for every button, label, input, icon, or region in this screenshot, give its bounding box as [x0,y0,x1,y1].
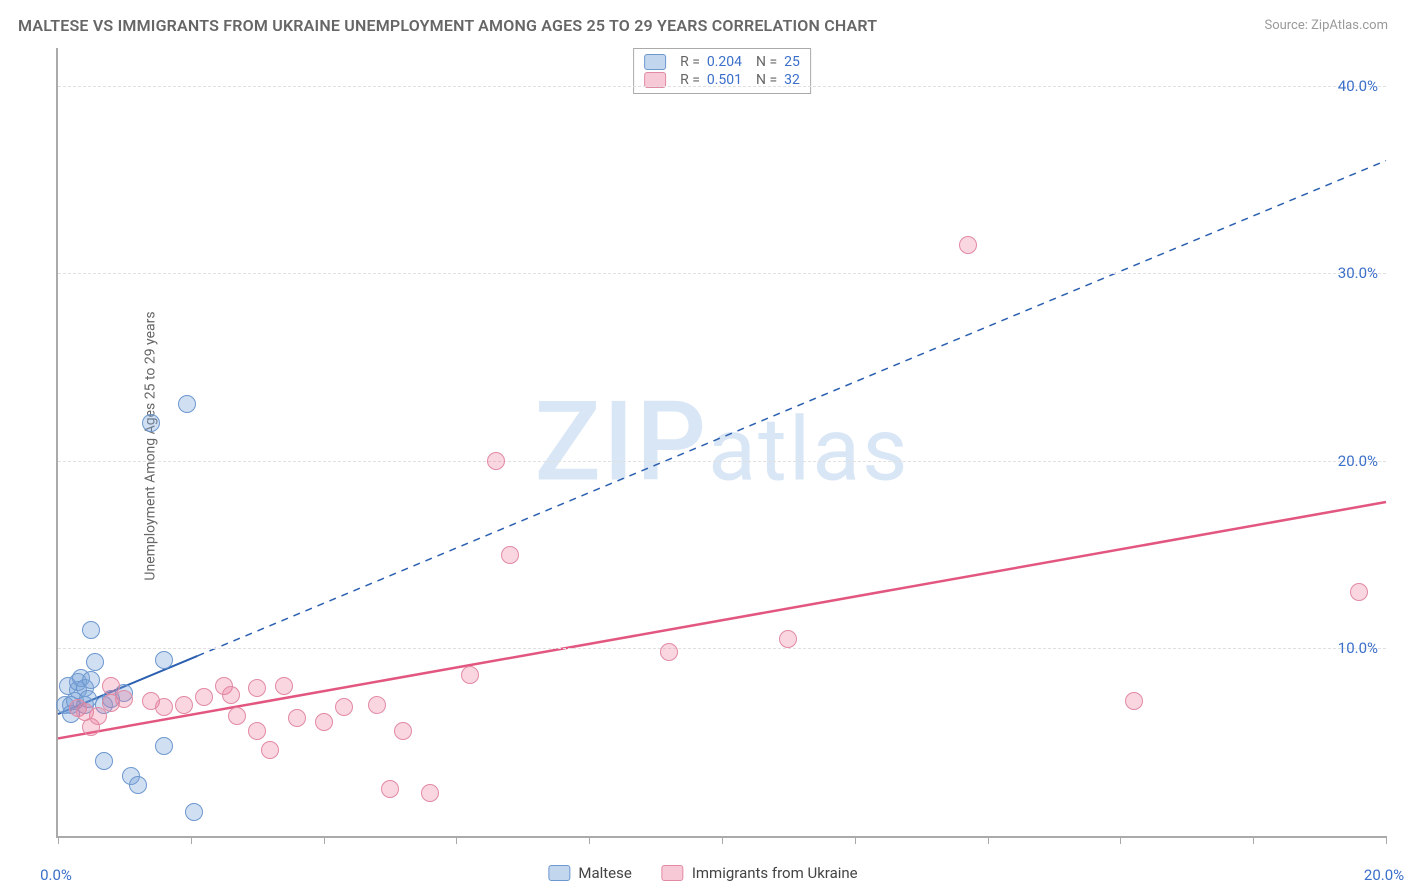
gridline [58,86,1386,87]
x-tick [855,836,856,844]
data-point [155,737,173,755]
data-point [461,666,479,684]
data-point [95,752,113,770]
x-tick [58,836,59,844]
data-point [1125,692,1143,710]
chart-title: MALTESE VS IMMIGRANTS FROM UKRAINE UNEMP… [18,16,877,35]
y-tick-label: 20.0% [1338,452,1378,470]
x-tick [1253,836,1254,844]
source-value: ZipAtlas.com [1311,18,1388,33]
data-point [129,776,147,794]
data-point [660,643,678,661]
data-point [195,688,213,706]
data-point [115,690,133,708]
legend-r-0: R = 0.204 [680,54,742,70]
data-point [288,709,306,727]
legend-stats: R = 0.204 N = 25 R = 0.501 N = 32 [633,48,811,94]
data-point [1350,583,1368,601]
x-tick [988,836,989,844]
x-tick [324,836,325,844]
data-point [248,722,266,740]
data-point [421,784,439,802]
x-tick [456,836,457,844]
x-tick [1120,836,1121,844]
trend-line-dashed [197,161,1386,656]
data-point [86,653,104,671]
legend-item-maltese: Maltese [548,864,631,882]
data-point [155,651,173,669]
data-point [335,698,353,716]
source-credit: Source: ZipAtlas.com [1264,18,1388,33]
trend-lines-layer [58,48,1386,836]
gridline [58,648,1386,649]
data-point [89,707,107,725]
trend-line-solid [58,502,1386,738]
x-tick [589,836,590,844]
y-tick-label: 40.0% [1338,77,1378,95]
data-point [959,236,977,254]
data-point [228,707,246,725]
data-point [501,546,519,564]
legend-stats-row-0: R = 0.204 N = 25 [634,53,810,71]
legend-item-ukraine: Immigrants from Ukraine [662,864,858,882]
x-tick-label: 0.0% [40,866,72,884]
data-point [185,803,203,821]
legend-label-1: Immigrants from Ukraine [692,864,858,882]
x-tick [722,836,723,844]
data-point [315,713,333,731]
legend-series: Maltese Immigrants from Ukraine [548,864,857,882]
data-point [261,741,279,759]
data-point [381,780,399,798]
data-point [275,677,293,695]
data-point [779,630,797,648]
data-point [222,686,240,704]
legend-n-0: N = 25 [756,54,800,70]
chart-container: MALTESE VS IMMIGRANTS FROM UKRAINE UNEMP… [0,0,1406,892]
gridline [58,273,1386,274]
legend-swatch-icon [662,865,684,881]
data-point [155,698,173,716]
data-point [175,696,193,714]
x-tick [1386,836,1387,844]
data-point [394,722,412,740]
data-point [248,679,266,697]
y-tick-label: 10.0% [1338,639,1378,657]
legend-swatch-icon [548,865,570,881]
legend-label-0: Maltese [578,864,631,882]
source-label: Source: [1264,18,1311,33]
gridline [58,461,1386,462]
data-point [82,621,100,639]
y-tick-label: 30.0% [1338,264,1378,282]
legend-swatch-maltese [644,54,666,70]
data-point [142,414,160,432]
x-tick [191,836,192,844]
data-point [178,395,196,413]
data-point [82,671,100,689]
plot-area: ZIPatlas R = 0.204 N = 25 R = 0.501 N = … [56,48,1386,838]
data-point [487,452,505,470]
data-point [368,696,386,714]
x-tick-label: 20.0% [1364,866,1404,884]
